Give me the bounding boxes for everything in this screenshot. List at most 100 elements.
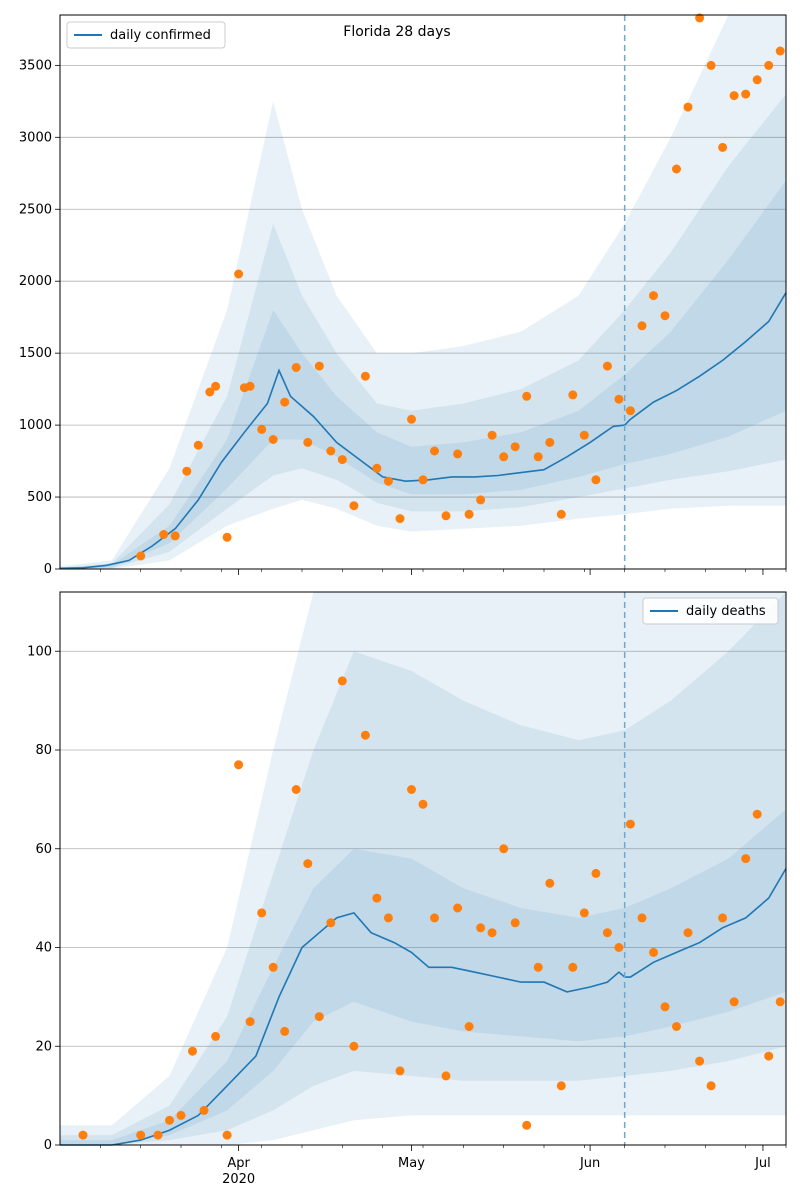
observed-point bbox=[464, 1022, 474, 1031]
observed-point bbox=[136, 551, 146, 561]
observed-point bbox=[672, 164, 681, 174]
observed-point bbox=[775, 46, 785, 56]
observed-point bbox=[568, 962, 578, 972]
observed-point bbox=[326, 446, 336, 456]
observed-point bbox=[78, 1130, 88, 1140]
observed-point bbox=[499, 452, 509, 462]
y-tick-label: 0 bbox=[44, 1138, 52, 1153]
observed-point bbox=[441, 511, 451, 521]
observed-point bbox=[407, 414, 416, 424]
y-tick-label: 3000 bbox=[19, 130, 52, 145]
observed-point bbox=[625, 819, 635, 829]
observed-point bbox=[291, 785, 301, 794]
observed-point bbox=[487, 430, 497, 440]
observed-point bbox=[729, 997, 739, 1007]
x-tick-label: Jul bbox=[754, 1156, 771, 1171]
observed-point bbox=[683, 928, 693, 938]
observed-point bbox=[383, 476, 393, 486]
observed-point bbox=[568, 390, 578, 400]
observed-point bbox=[533, 962, 543, 972]
observed-point bbox=[326, 918, 336, 928]
observed-point bbox=[625, 406, 635, 416]
interval-band bbox=[60, 180, 786, 569]
y-tick-label: 20 bbox=[35, 1039, 52, 1054]
interval-band bbox=[60, 94, 786, 569]
observed-point bbox=[510, 918, 520, 928]
y-tick-label: 2000 bbox=[19, 274, 52, 289]
observed-point bbox=[268, 435, 278, 444]
observed-point bbox=[764, 60, 774, 70]
observed-point bbox=[706, 1081, 716, 1091]
confirmed-gridlines bbox=[60, 64, 786, 570]
y-tick-label: 3500 bbox=[19, 58, 52, 73]
observed-point bbox=[764, 1051, 774, 1061]
observed-point bbox=[695, 1056, 705, 1066]
y-tick-label: 40 bbox=[35, 941, 52, 956]
observed-point bbox=[522, 1120, 532, 1130]
observed-point bbox=[245, 1017, 255, 1027]
observed-point bbox=[602, 361, 612, 371]
observed-point bbox=[453, 903, 463, 913]
y-tick-label: 1500 bbox=[19, 346, 52, 361]
observed-point bbox=[303, 437, 313, 447]
y-tick-label: 80 bbox=[35, 743, 52, 758]
observed-point bbox=[683, 102, 693, 112]
legend-box bbox=[66, 21, 226, 49]
observed-point bbox=[314, 361, 324, 371]
observed-point bbox=[775, 997, 785, 1007]
deaths-lines bbox=[60, 592, 787, 1146]
observed-point bbox=[752, 809, 762, 819]
interval-band bbox=[60, 592, 786, 1145]
observed-point bbox=[741, 854, 751, 864]
observed-point bbox=[660, 1002, 670, 1012]
observed-point bbox=[476, 923, 486, 933]
observed-point bbox=[430, 446, 439, 456]
observed-point bbox=[314, 1012, 324, 1022]
observed-point bbox=[153, 1130, 163, 1140]
y-tick-label: 500 bbox=[27, 490, 52, 505]
observed-point bbox=[545, 878, 555, 888]
confirmed-axes: 0 500 1000 1500 2000 2500 3000 3500 bbox=[19, 14, 787, 577]
observed-point bbox=[136, 1130, 146, 1140]
observed-point bbox=[193, 440, 203, 450]
observed-point bbox=[268, 962, 278, 972]
observed-point bbox=[222, 532, 232, 542]
x-tick-label: Apr bbox=[227, 1156, 250, 1171]
legend-label-confirmed: daily confirmed bbox=[110, 28, 211, 43]
observed-point bbox=[280, 397, 290, 407]
y-tick-label: 2500 bbox=[19, 202, 52, 217]
observed-point bbox=[303, 859, 313, 869]
observed-point bbox=[741, 89, 751, 99]
observed-point bbox=[360, 371, 370, 381]
observed-point bbox=[533, 452, 543, 462]
observed-point bbox=[199, 1105, 209, 1115]
observed-point bbox=[591, 868, 601, 878]
observed-point bbox=[614, 394, 624, 404]
observed-point bbox=[395, 514, 405, 524]
observed-point bbox=[729, 91, 739, 101]
observed-point bbox=[407, 785, 416, 794]
observed-point bbox=[614, 943, 624, 952]
x-tick-label: Jun bbox=[579, 1156, 600, 1171]
observed-point bbox=[510, 442, 520, 452]
y-tick-label: 60 bbox=[35, 842, 52, 857]
observed-point bbox=[695, 13, 705, 23]
observed-point bbox=[672, 1022, 681, 1031]
observed-point bbox=[280, 1026, 290, 1036]
x-tick-label: May bbox=[398, 1156, 425, 1171]
observed-point bbox=[176, 1110, 186, 1120]
observed-point bbox=[476, 495, 486, 505]
legend-label-deaths: daily deaths bbox=[686, 604, 766, 619]
confirmed-panel: 0 500 1000 1500 2000 2500 3000 3500 daily confi… bbox=[19, 13, 787, 577]
observed-point bbox=[706, 60, 716, 70]
confirmed-legend: daily confirmed bbox=[66, 21, 226, 49]
observed-point bbox=[349, 1041, 359, 1051]
observed-point bbox=[637, 321, 647, 331]
y-tick-label: 0 bbox=[44, 562, 52, 577]
observed-point bbox=[360, 730, 370, 740]
observed-point bbox=[159, 530, 169, 539]
observed-point bbox=[182, 466, 192, 476]
observed-point bbox=[718, 142, 728, 152]
